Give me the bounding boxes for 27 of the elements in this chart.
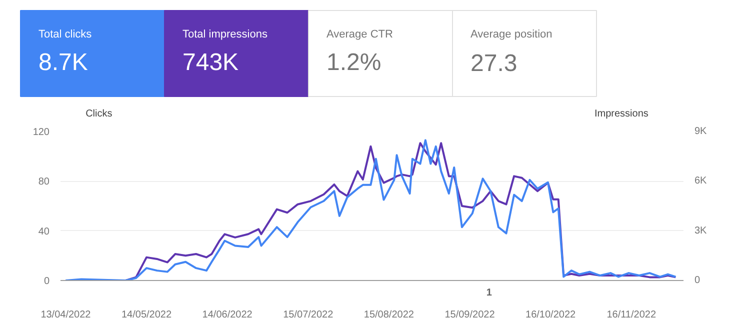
text: 27.3 bbox=[470, 50, 518, 77]
text: 1.2% bbox=[326, 49, 382, 76]
x-tick-label: 16/11/2022 bbox=[606, 310, 656, 320]
y2-tick-label: 6K bbox=[694, 176, 708, 187]
text: 1 bbox=[486, 288, 492, 298]
x-tick-label: 13/04/2022 bbox=[40, 310, 92, 320]
x-tick-label: 14/05/2022 bbox=[121, 310, 172, 320]
x-tick-label: 16/10/2022 bbox=[526, 310, 576, 320]
x-tick-label: 14/06/2022 bbox=[202, 310, 253, 320]
y-tick-label: 0 bbox=[44, 276, 50, 287]
text: Total clicks bbox=[38, 28, 92, 40]
y-tick-label: 80 bbox=[38, 176, 50, 188]
text: Total impressions bbox=[182, 28, 268, 40]
y2-tick-label: 0 bbox=[694, 275, 700, 286]
y-tick-label: 120 bbox=[32, 127, 50, 138]
x-tick-label: 15/08/2022 bbox=[364, 310, 414, 320]
y2-tick-label: 3K bbox=[694, 225, 708, 236]
text: 8.7K bbox=[38, 49, 88, 76]
text: 743K bbox=[182, 49, 239, 76]
y-tick-label: 40 bbox=[38, 226, 50, 238]
x-tick-label: 15/07/2022 bbox=[283, 310, 334, 320]
x-tick-label: 15/09/2022 bbox=[444, 310, 496, 320]
text: Average position bbox=[470, 28, 552, 40]
y2-axis-title: Impressions bbox=[594, 108, 648, 120]
y-axis-title: Clicks bbox=[86, 108, 112, 120]
text: Average CTR bbox=[326, 28, 393, 40]
y2-tick-label: 9K bbox=[694, 126, 708, 137]
